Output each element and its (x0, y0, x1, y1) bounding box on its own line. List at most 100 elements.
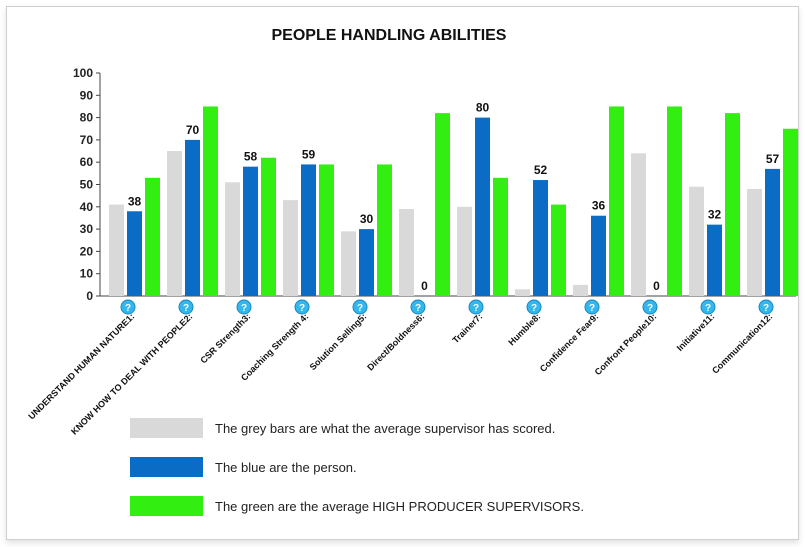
help-icon-glyph[interactable]: ? (705, 303, 711, 314)
y-tick-label: 100 (73, 66, 93, 80)
x-tick-label: CSR Strength3: (198, 311, 252, 365)
y-tick-label: 40 (80, 200, 94, 214)
bar-high-producer (377, 164, 392, 296)
x-tick-label: Confidence Fear9: (538, 311, 601, 374)
legend-label-blue: The blue are the person. (215, 459, 357, 475)
bar-average-supervisor (225, 182, 240, 296)
help-icon-glyph[interactable]: ? (473, 303, 479, 314)
bar-high-producer (725, 113, 740, 296)
bar-high-producer (783, 128, 798, 296)
help-icon-glyph[interactable]: ? (299, 303, 305, 314)
bar-high-producer (493, 177, 508, 296)
bar-average-supervisor (457, 206, 472, 296)
bar-high-producer (435, 113, 450, 296)
bar-chart: PEOPLE HANDLING ABILITIES 0 10 20 30 40 50 60 7… (26, 27, 798, 437)
bar-person (243, 166, 258, 296)
bar-high-producer (551, 204, 566, 296)
bar-high-producer (203, 106, 218, 296)
bar-person (707, 224, 722, 296)
bar-average-supervisor (689, 186, 704, 296)
help-icon[interactable] (526, 299, 542, 315)
bar-average-supervisor (631, 153, 646, 296)
x-tick-label: Communication12: (710, 311, 774, 375)
bar-average-supervisor (515, 289, 530, 296)
x-tick-label: Humble8: (506, 311, 542, 347)
chart-title: PEOPLE HANDLING ABILITIES (272, 27, 507, 44)
data-label: 32 (708, 208, 722, 222)
y-tick-label: 30 (80, 222, 94, 236)
x-tick-label: Coaching Strength 4: (239, 311, 310, 382)
bar-person (765, 168, 780, 296)
help-icon[interactable] (294, 299, 310, 315)
y-tick-label: 80 (80, 111, 94, 125)
y-tick-label: 0 (86, 289, 93, 303)
data-label: 36 (592, 199, 606, 213)
data-label: 80 (476, 101, 490, 115)
data-label: 70 (186, 123, 200, 137)
bar-person (475, 117, 490, 296)
help-icon-glyph[interactable]: ? (415, 303, 421, 314)
help-icon[interactable] (700, 299, 716, 315)
help-icon-glyph[interactable]: ? (357, 303, 363, 314)
y-tick-label: 20 (80, 244, 94, 258)
data-label: 59 (302, 147, 316, 161)
x-tick-label: Initiative11: (675, 311, 717, 353)
data-label: 57 (766, 152, 780, 166)
bar-average-supervisor (283, 200, 298, 296)
data-label: 0 (421, 279, 428, 293)
help-icon-glyph[interactable]: ? (531, 303, 537, 314)
legend-label-grey: The grey bars are what the average super… (215, 420, 556, 436)
chart-frame: PEOPLE HANDLING ABILITIES 0 10 20 30 40 50 60 7… (6, 6, 799, 540)
legend-label-green: The green are the average HIGH PRODUCER … (215, 498, 584, 514)
data-label: 30 (360, 212, 374, 226)
y-tick-label: 70 (80, 133, 94, 147)
help-icon-glyph[interactable]: ? (183, 303, 189, 314)
help-icon[interactable] (410, 299, 426, 315)
help-icon[interactable] (758, 299, 774, 315)
data-label: 58 (244, 150, 258, 164)
bar-high-producer (261, 157, 276, 296)
bar-person (591, 215, 606, 296)
y-tick-label: 10 (80, 267, 94, 281)
bar-average-supervisor (747, 188, 762, 296)
bar-person (185, 139, 200, 296)
help-icon[interactable] (642, 299, 658, 315)
help-icon-glyph[interactable]: ? (763, 303, 769, 314)
data-label: 52 (534, 163, 548, 177)
bar-high-producer (667, 106, 682, 296)
x-tick-label: Direct/Boldness6: (365, 311, 426, 372)
help-icon[interactable] (468, 299, 484, 315)
help-icon[interactable] (236, 299, 252, 315)
bar-person (301, 164, 316, 296)
legend-swatch-blue (130, 457, 203, 477)
help-icon-glyph[interactable]: ? (125, 303, 131, 314)
help-icon[interactable] (178, 299, 194, 315)
y-tick-label: 60 (80, 155, 94, 169)
bar-person (127, 211, 142, 296)
help-icon[interactable] (120, 299, 136, 315)
help-icon[interactable] (584, 299, 600, 315)
legend-item-grey: The grey bars are what the average super… (130, 418, 555, 438)
x-tick-label: Confront People10: (593, 311, 659, 377)
bar-average-supervisor (167, 151, 182, 296)
legend-swatch-green (130, 496, 203, 516)
x-tick-label: UNDERSTAND HUMAN NATURE1: (26, 311, 136, 421)
help-icon[interactable] (352, 299, 368, 315)
bar-person (533, 180, 548, 296)
bar-high-producer (319, 164, 334, 296)
y-tick-label: 50 (80, 178, 94, 192)
x-tick-label: Trainer7: (450, 311, 484, 345)
bar-average-supervisor (109, 204, 124, 296)
help-icon-glyph[interactable]: ? (647, 303, 653, 314)
x-tick-label: Solution Selling5: (308, 311, 369, 372)
bar-high-producer (145, 177, 160, 296)
help-icon-glyph[interactable]: ? (589, 303, 595, 314)
bar-average-supervisor (573, 284, 588, 296)
legend-swatch-grey (130, 418, 203, 438)
bar-high-producer (609, 106, 624, 296)
bar-average-supervisor (341, 231, 356, 296)
help-icon-glyph[interactable]: ? (241, 303, 247, 314)
legend-item-green: The green are the average HIGH PRODUCER … (130, 496, 584, 516)
legend-item-blue: The blue are the person. (130, 457, 357, 477)
